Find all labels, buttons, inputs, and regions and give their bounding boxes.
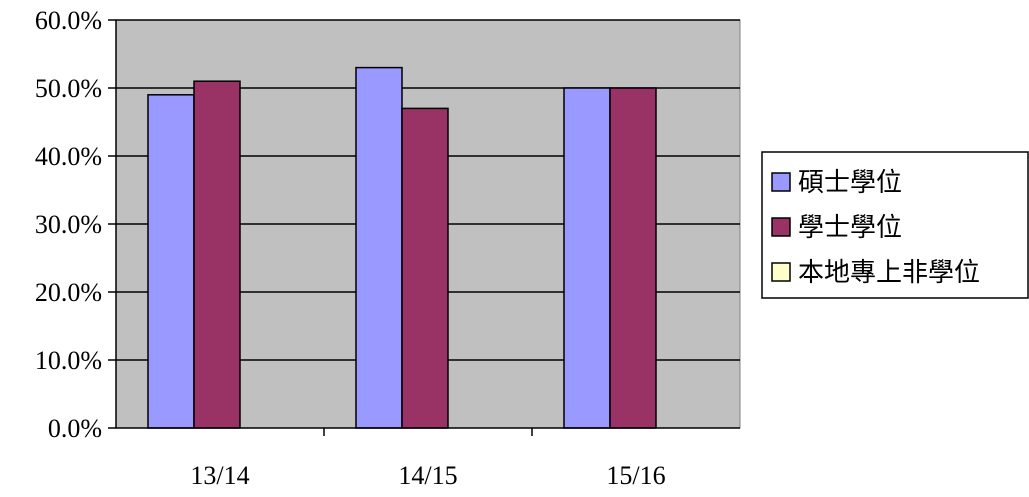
y-tick-label: 40.0%	[35, 142, 102, 171]
y-tick-label: 60.0%	[35, 6, 102, 35]
legend-swatch	[772, 263, 790, 281]
bar	[194, 81, 240, 428]
x-axis-tick-labels: 13/14 14/15 15/16	[190, 461, 665, 490]
y-tick-label: 50.0%	[35, 74, 102, 103]
bar	[610, 88, 656, 428]
legend-swatch	[772, 173, 790, 191]
bars	[148, 68, 656, 428]
y-tick-label: 0.0%	[48, 414, 102, 443]
legend-label: 碩士學位	[798, 168, 902, 198]
bar	[564, 88, 610, 428]
x-tick-label: 13/14	[190, 461, 249, 490]
bar	[356, 68, 402, 428]
legend-label: 本地專上非學位	[798, 258, 980, 288]
bar	[402, 108, 448, 428]
y-axis-tick-labels: 0.0% 10.0% 20.0% 30.0% 40.0% 50.0% 60.0%	[35, 6, 102, 443]
y-tick-label: 20.0%	[35, 278, 102, 307]
x-tick-label: 15/16	[606, 461, 665, 490]
x-tick-label: 14/15	[398, 461, 457, 490]
legend-swatch	[772, 218, 790, 236]
y-tick-label: 30.0%	[35, 210, 102, 239]
bar	[148, 95, 194, 428]
y-tick-label: 10.0%	[35, 346, 102, 375]
legend-label: 學士學位	[798, 213, 902, 243]
